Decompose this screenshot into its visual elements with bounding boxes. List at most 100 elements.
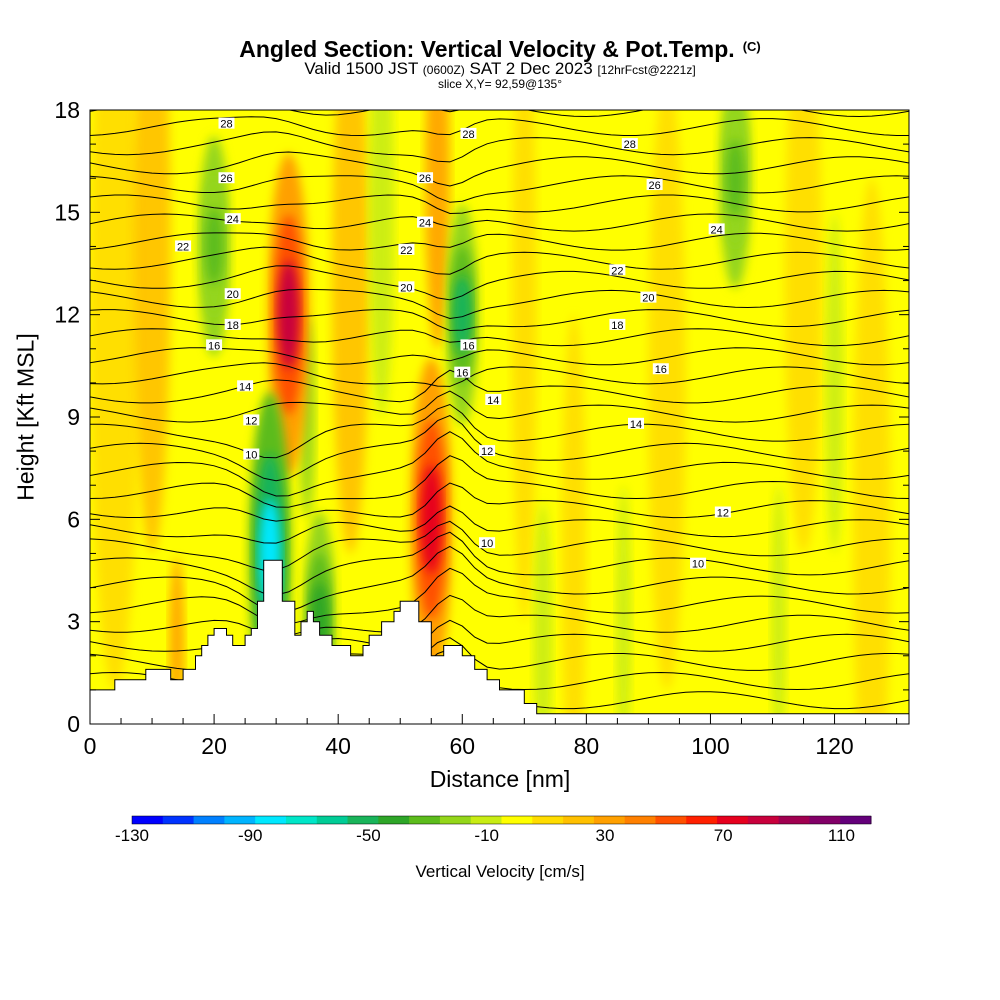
- contour-label: 16: [206, 339, 223, 352]
- svg-text:18: 18: [611, 320, 623, 332]
- isentrope-line: [90, 567, 909, 625]
- isentrope-line: [90, 151, 909, 187]
- isentrope-line: [90, 175, 909, 203]
- x-tick-label: 40: [325, 733, 351, 759]
- shading-streak: [425, 110, 450, 349]
- svg-text:10: 10: [481, 538, 493, 550]
- isentrope-line: [90, 531, 909, 596]
- svg-text:14: 14: [487, 395, 499, 407]
- colorbar-swatch: [316, 816, 349, 824]
- vertical-velocity-shading: [90, 110, 891, 724]
- shading-streak: [853, 178, 891, 724]
- valid-date: SAT 2 Dec 2023: [469, 59, 593, 78]
- svg-text:16: 16: [655, 364, 667, 376]
- title-unit: (C): [742, 39, 761, 54]
- colorbar-swatch: [378, 816, 410, 824]
- contour-label: 14: [485, 393, 502, 407]
- x-tick-label: 120: [815, 733, 853, 759]
- contour-label: 28: [460, 127, 477, 141]
- colorbar-swatch: [255, 816, 287, 824]
- colorbar-swatch: [470, 816, 502, 824]
- shading-streak: [90, 110, 140, 690]
- colorbar-swatch: [840, 816, 872, 824]
- svg-text:18: 18: [227, 320, 239, 332]
- svg-text:28: 28: [624, 139, 636, 151]
- shading-streak: [133, 110, 171, 554]
- svg-text:12: 12: [245, 415, 257, 427]
- contour-label: 28: [218, 117, 235, 131]
- shading-streak: [331, 110, 370, 554]
- y-axis-label: Height [Kft MSL]: [12, 333, 39, 501]
- colorbar-swatch: [501, 816, 533, 824]
- contour-label: 18: [224, 318, 241, 332]
- contour-label: 12: [243, 414, 260, 427]
- contour-label: 22: [175, 240, 192, 253]
- updraft-feature: [278, 260, 300, 369]
- isentrope-line: [90, 520, 909, 571]
- svg-text:16: 16: [208, 340, 220, 352]
- contour-label: 14: [237, 380, 254, 393]
- isentrope-line: [90, 545, 909, 613]
- isentrope-line: [90, 482, 909, 522]
- svg-text:14: 14: [239, 381, 251, 393]
- colorbar-tick-label: -130: [114, 826, 150, 845]
- contour-label: 12: [714, 506, 731, 520]
- isentrope-line: [90, 194, 909, 215]
- colorbar-swatch: [655, 816, 687, 824]
- svg-text:26: 26: [220, 173, 232, 185]
- contour-label: 24: [708, 223, 725, 236]
- contour-labels: 28 26 24 22 20 18 16 14 12 10 28 26 24 22 20 16 16 14 12 10…: [175, 117, 731, 571]
- contour-label: 22: [609, 264, 626, 277]
- isentrope-line: [90, 131, 909, 163]
- y-tick-label: 15: [54, 199, 80, 225]
- chart-title: Angled Section: Vertical Velocity & Pot.…: [0, 36, 1000, 63]
- svg-text:24: 24: [227, 214, 239, 226]
- contour-label: 16: [454, 366, 471, 380]
- colorbar-title: Vertical Velocity [cm/s]: [415, 862, 585, 881]
- isentrope-line: [90, 246, 909, 275]
- svg-text:12: 12: [481, 446, 493, 458]
- colorbar-tick-label: -10: [474, 826, 500, 845]
- valid-prefix: Valid 1500 JST: [304, 59, 419, 78]
- isentrope-line: [90, 328, 909, 347]
- x-tick-label: 100: [691, 733, 729, 759]
- svg-text:22: 22: [400, 245, 412, 257]
- x-axis-label: Distance [nm]: [429, 766, 571, 792]
- y-tick-label: 18: [54, 97, 80, 123]
- svg-text:20: 20: [400, 282, 412, 294]
- svg-text:10: 10: [692, 559, 704, 571]
- colorbar-swatch: [717, 816, 749, 824]
- isentrope-line: [90, 362, 909, 387]
- slice-label: slice X,Y= 92,59@135°: [437, 77, 563, 91]
- colorbar-swatch: [686, 816, 718, 824]
- svg-text:20: 20: [227, 289, 239, 301]
- colorbar-swatch: [563, 816, 595, 824]
- shading-streak: [771, 485, 787, 724]
- contour-label: 26: [218, 172, 235, 185]
- shading-streak: [616, 485, 632, 724]
- contour-label: 10: [479, 537, 496, 550]
- y-tick-label: 6: [67, 506, 80, 532]
- colorbar-swatch: [409, 816, 441, 824]
- colorbar-swatch: [593, 816, 626, 824]
- title-text: Angled Section: Vertical Velocity & Pot.…: [239, 36, 735, 62]
- shading-streak: [784, 110, 823, 554]
- colorbar-swatch: [347, 816, 379, 824]
- colorbar-swatch: [439, 816, 472, 824]
- contour-label: 22: [398, 243, 415, 257]
- downdraft-feature: [453, 275, 472, 354]
- colorbar-tick-label: 70: [713, 826, 733, 845]
- isentrope-line: [90, 455, 909, 508]
- contour-label: 20: [398, 281, 415, 294]
- chart-subtitle: Valid 1500 JST (0600Z) SAT 2 Dec 2023 [1…: [0, 59, 1000, 79]
- svg-text:22: 22: [177, 241, 189, 253]
- svg-text:12: 12: [717, 508, 729, 520]
- contour-label: 20: [640, 291, 657, 305]
- svg-text:16: 16: [462, 340, 474, 352]
- colorbar-swatch: [285, 816, 318, 824]
- contour-label: 18: [609, 318, 626, 332]
- y-tick-label: 0: [67, 711, 80, 737]
- contour-label: 24: [224, 213, 241, 226]
- isentrope-line: [90, 594, 909, 637]
- contour-label: 26: [646, 179, 663, 192]
